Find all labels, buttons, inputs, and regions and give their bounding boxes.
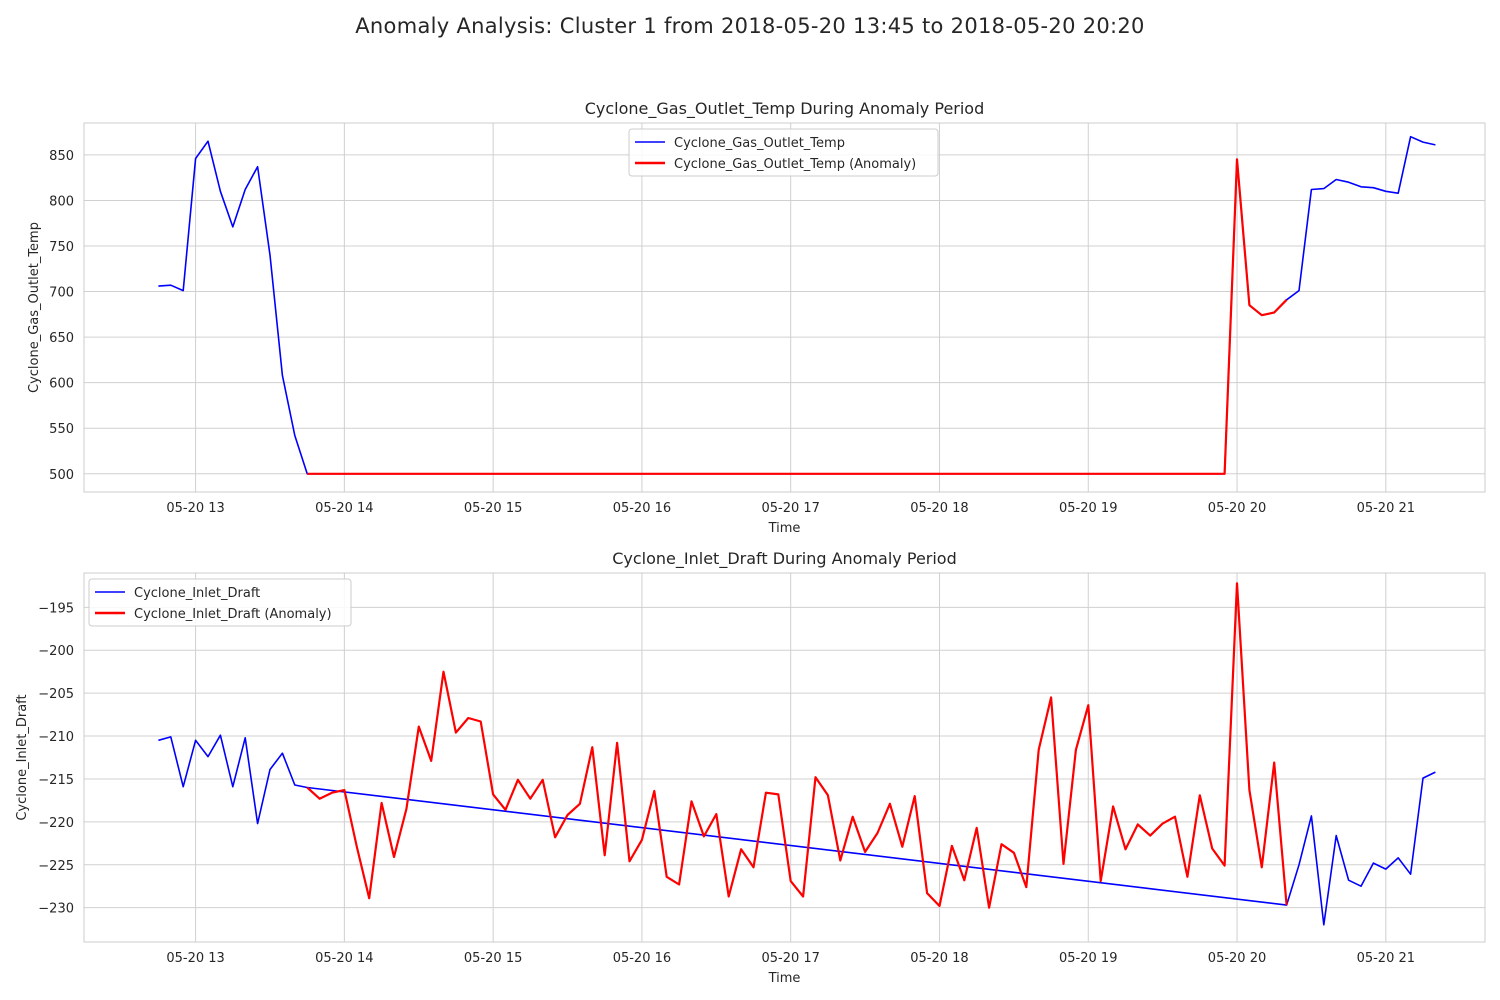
x-tick-label: 05-20 14 [315,501,373,516]
x-tick-label: 05-20 18 [910,951,968,966]
x-tick-label: 05-20 16 [613,951,671,966]
x-tick-label: 05-20 13 [166,501,224,516]
legend-entry: Cyclone_Inlet_Draft [134,586,260,601]
x-tick-label: 05-20 20 [1208,501,1266,516]
y-tick-label: 800 [49,194,74,209]
y-tick-label: −195 [38,601,74,616]
y-tick-label: 850 [49,149,74,164]
x-tick-label: 05-20 16 [613,501,671,516]
x-tick-label: 05-20 14 [315,951,373,966]
y-tick-label: 600 [49,377,74,392]
x-tick-label: 05-20 17 [761,951,819,966]
y-tick-label: 550 [49,422,74,437]
y-tick-label: 750 [49,240,74,255]
legend: Cyclone_Gas_Outlet_Temp Cyclone_Gas_Outle… [628,128,939,177]
x-tick-label: 05-20 15 [464,951,522,966]
series-line-anomaly [307,158,1288,475]
series-line-anomaly [306,582,1288,909]
x-axis-label: Time [768,521,801,536]
chart-panel-1: 05-20 13 05-20 14 05-20 15 05-20 16 05-20 17… [27,99,1486,536]
y-tick-label: −220 [38,816,74,831]
x-tick-label: 05-20 21 [1357,501,1415,516]
y-axis-label: Cyclone_Gas_Outlet_Temp [27,222,42,393]
legend: Cyclone_Inlet_Draft Cyclone_Inlet_Draft (… [88,578,352,627]
x-tick-label: 05-20 17 [761,501,819,516]
x-tick-label: 05-20 21 [1357,951,1415,966]
y-tick-label: 650 [49,331,74,346]
y-axis-label: Cyclone_Inlet_Draft [15,694,30,820]
plot-frame [83,572,1486,943]
y-tick-label: 500 [49,468,74,483]
x-axis-label: Time [768,971,801,986]
plot-area [84,123,1485,492]
legend-box [88,578,352,627]
y-tick-label: −200 [38,644,74,659]
plot-frame [83,122,1486,493]
plot-area [84,573,1485,942]
y-tick-label: −215 [38,773,74,788]
y-tick-label: −230 [38,902,74,917]
legend-box [628,128,939,177]
chart-panel-2: 05-20 13 05-20 14 05-20 15 05-20 16 05-20 17… [15,549,1486,986]
x-tick-label: 05-20 19 [1059,501,1117,516]
x-tick-label: 05-20 15 [464,501,522,516]
y-tick-label: −210 [38,730,74,745]
chart-title: Cyclone_Gas_Outlet_Temp During Anomaly P… [585,99,985,119]
chart-title: Cyclone_Inlet_Draft During Anomaly Perio… [612,549,957,569]
legend-entry: Cyclone_Inlet_Draft (Anomaly) [134,607,332,622]
x-tick-label: 05-20 13 [166,951,224,966]
x-tick-label: 05-20 19 [1059,951,1117,966]
x-tick-label: 05-20 20 [1208,951,1266,966]
y-tick-label: −205 [38,687,74,702]
legend-entry: Cyclone_Gas_Outlet_Temp (Anomaly) [674,157,916,172]
y-tick-label: 700 [49,286,74,301]
legend-entry: Cyclone_Gas_Outlet_Temp [674,136,845,151]
x-tick-label: 05-20 18 [910,501,968,516]
figure-title: Anomaly Analysis: Cluster 1 from 2018-05… [355,14,1145,38]
series-line-normal [158,734,1436,926]
y-tick-label: −225 [38,859,74,874]
